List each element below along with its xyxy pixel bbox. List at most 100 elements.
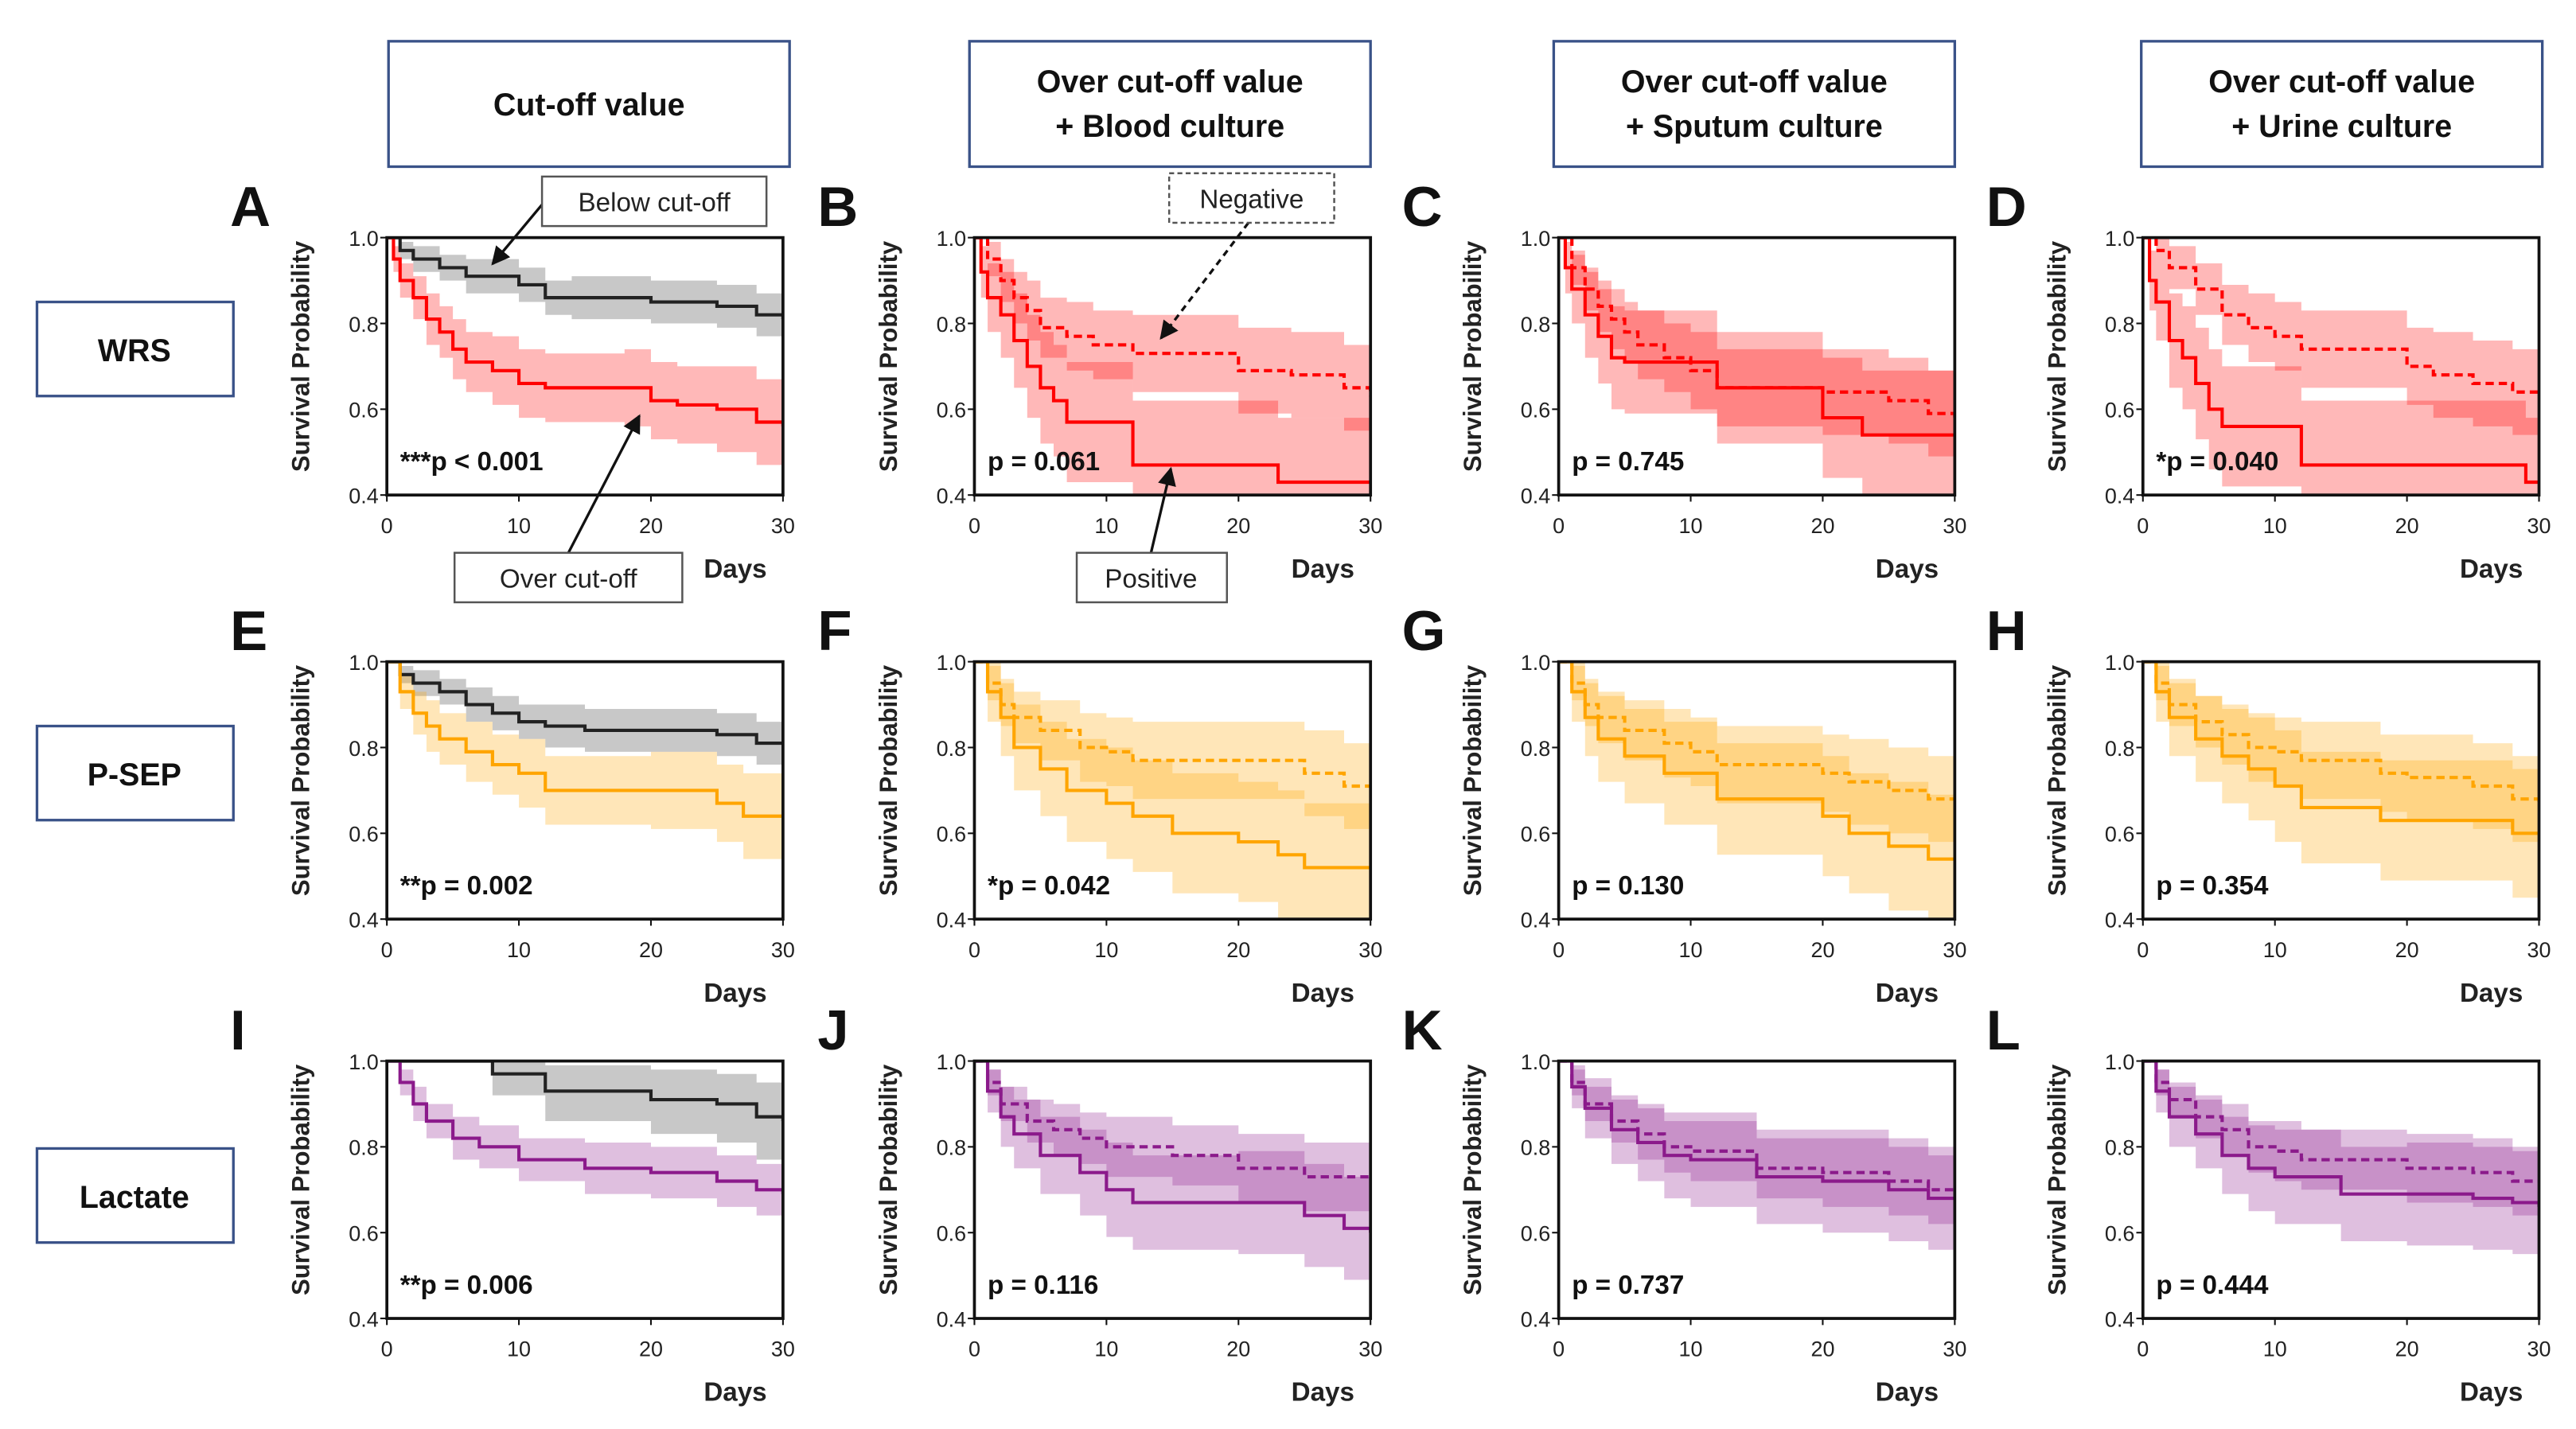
x-tick-label: 30 (771, 1337, 795, 1361)
ci-band-below-cut-off (387, 237, 783, 341)
survival-curve-below-cut-off (387, 1061, 783, 1122)
x-tick-label: 0 (2137, 938, 2149, 962)
y-tick-label: 0.6 (1521, 1222, 1550, 1246)
panel-letter: B (817, 175, 858, 238)
survival-curve-positive (2142, 237, 2539, 485)
plot-frame (2141, 1059, 2541, 1320)
y-tick-label: 0.8 (1521, 313, 1550, 337)
x-tick-label: 30 (1358, 938, 1382, 962)
panel-f: 0.4 0.6 0.8 1.0 0 10 20 30 Survival Probability D… (817, 599, 1382, 1008)
x-axis-label: Days (2460, 555, 2523, 584)
y-tick-label: 1.0 (937, 1050, 966, 1074)
panel-h: 0.4 0.6 0.8 1.0 0 10 20 30 Survival Probability D… (1986, 599, 2551, 1008)
y-tick-label: 0.8 (1521, 737, 1550, 761)
x-tick-label: 0 (381, 1337, 393, 1361)
x-axis-label: Days (703, 555, 766, 584)
y-tick-label: 0.6 (2105, 823, 2134, 847)
x-axis-label: Days (1876, 1378, 1939, 1408)
x-tick-label: 10 (1094, 514, 1118, 538)
y-tick-label: 0.4 (937, 909, 966, 933)
column-header-text: Over cut-off value (1621, 64, 1888, 99)
y-tick-label: 0.4 (2105, 1307, 2134, 1331)
x-tick-label: 30 (1358, 514, 1382, 538)
x-tick-label: 10 (1679, 514, 1703, 538)
x-axis-label: Days (1292, 1378, 1354, 1408)
x-tick-label: 30 (2527, 1337, 2551, 1361)
survival-curve-positive (1558, 237, 1955, 437)
plot-area (974, 661, 1371, 920)
panel-letter: H (1986, 599, 2027, 662)
ci-band-positive (1558, 661, 1955, 920)
panel-letter: J (817, 999, 848, 1061)
plot-frame (972, 236, 1373, 497)
ci-band-positive (974, 661, 1371, 920)
x-axis-label: Days (703, 1378, 766, 1408)
p-value: *p = 0.040 (2156, 447, 2278, 477)
x-tick-label: 10 (2263, 1337, 2287, 1361)
over-cutoff-arrow (567, 414, 641, 554)
y-axis-label: Survival Probability (1459, 1064, 1487, 1295)
survival-curve-positive (974, 1061, 1371, 1233)
y-tick-label: 0.6 (2105, 1222, 2134, 1246)
panel-letter: K (1402, 999, 1443, 1061)
panel-a: 0.4 0.6 0.8 1.0 0 10 20 30 Survival Probability D… (230, 175, 795, 584)
x-axis-label: Days (1292, 979, 1354, 1008)
survival-curve-positive (1558, 1061, 1955, 1201)
negative-label: Negative (1199, 185, 1304, 214)
y-axis-label: Survival Probability (2043, 664, 2071, 896)
plot-area (387, 1061, 783, 1221)
plot-area (387, 237, 783, 469)
ci-band-negative (2142, 237, 2539, 435)
ci-band-over-cut-off (387, 1061, 783, 1221)
x-tick-label: 10 (1094, 1337, 1118, 1361)
column-header-box (387, 40, 791, 169)
column-header-text: + Blood culture (1055, 109, 1284, 144)
survival-curve-positive (974, 237, 1371, 485)
plot-area (1558, 1061, 1955, 1250)
x-tick-label: 20 (1810, 514, 1834, 538)
x-axis-label: Days (1292, 555, 1354, 584)
y-tick-label: 0.8 (349, 737, 378, 761)
p-value: **p = 0.006 (400, 1271, 533, 1300)
row-label-box (35, 724, 235, 822)
x-axis-label: Days (1876, 979, 1939, 1008)
y-axis-label: Survival Probability (875, 664, 902, 896)
ci-band-negative (1558, 661, 1955, 843)
y-tick-label: 0.8 (2105, 313, 2134, 337)
x-tick-label: 10 (507, 514, 531, 538)
y-tick-label: 0.4 (349, 485, 378, 508)
p-value: p = 0.444 (2156, 1271, 2269, 1300)
panel-c: 0.4 0.6 0.8 1.0 0 10 20 30 Survival Probability D… (1402, 175, 1967, 584)
column-header-text: Over cut-off value (1037, 64, 1304, 99)
x-tick-label: 20 (639, 514, 663, 538)
x-tick-label: 20 (1226, 514, 1250, 538)
x-tick-label: 10 (2263, 514, 2287, 538)
x-tick-label: 0 (1553, 938, 1565, 962)
ci-band-below-cut-off (387, 1061, 783, 1169)
survival-curve-over-cut-off (387, 1061, 783, 1194)
p-value: **p = 0.002 (400, 871, 533, 901)
y-axis-label: Survival Probability (2043, 240, 2071, 472)
y-axis-label: Survival Probability (2043, 1064, 2071, 1295)
plot-area (974, 237, 1371, 496)
plot-area (1558, 237, 1955, 496)
x-tick-label: 10 (1679, 1337, 1703, 1361)
y-tick-label: 0.8 (937, 1136, 966, 1160)
below-cutoff-label: Below cut-off (579, 188, 731, 217)
row-label-lactate: Lactate (80, 1180, 189, 1215)
plot-frame (972, 660, 1373, 921)
ci-band-negative (1558, 1061, 1955, 1225)
x-tick-label: 30 (2527, 938, 2551, 962)
panel-letter: D (1986, 175, 2027, 238)
panel-g: 0.4 0.6 0.8 1.0 0 10 20 30 Survival Probability D… (1402, 599, 1967, 1008)
y-tick-label: 0.6 (937, 399, 966, 422)
y-tick-label: 1.0 (1521, 651, 1550, 675)
y-tick-label: 0.6 (1521, 399, 1550, 422)
column-header-text: Cut-off value (493, 88, 685, 123)
column-header-box (968, 40, 1372, 169)
plot-frame (2141, 236, 2541, 497)
x-tick-label: 0 (1553, 1337, 1565, 1361)
x-tick-label: 20 (1226, 938, 1250, 962)
row-label-p-sep: P-SEP (88, 757, 181, 792)
y-tick-label: 0.4 (1521, 1307, 1550, 1331)
